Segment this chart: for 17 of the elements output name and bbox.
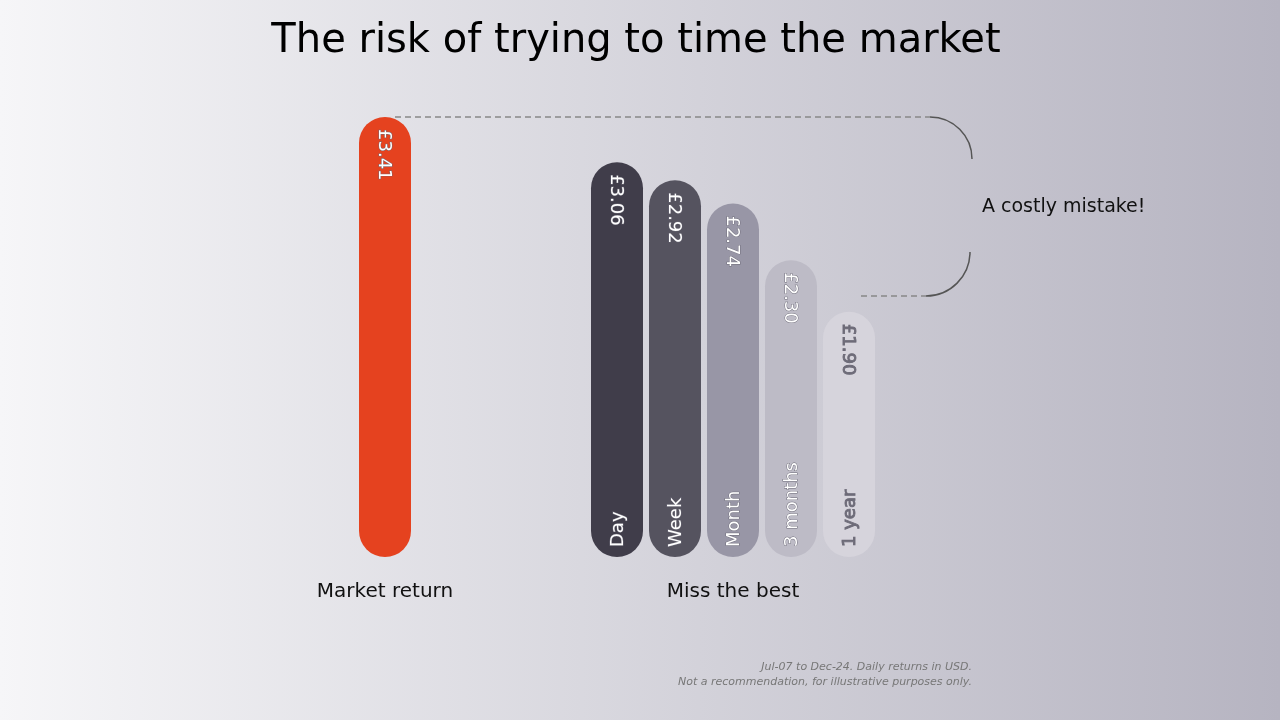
data-label: £3.41: [374, 129, 396, 181]
text: A costly mistake!: [982, 194, 1146, 216]
data-label: £3.06: [606, 174, 628, 226]
x-tick-label: Week: [664, 497, 686, 547]
x-tick-label: 3 months: [780, 462, 802, 547]
data-label: £2.92: [664, 192, 686, 244]
x-tick-label: 1 year: [838, 489, 860, 547]
data-label: £1.90: [838, 323, 860, 376]
text: Miss the best: [666, 578, 800, 602]
x-tick-label: Market return: [316, 578, 454, 602]
x-tick-label: Day: [606, 511, 628, 547]
data-label: £2.74: [722, 215, 744, 267]
data-label: £2.30: [780, 272, 802, 324]
text: Not a recommendation, for illustrative purposes only.: [677, 675, 972, 688]
text: Jul-07 to Dec-24. Daily returns in USD.: [759, 660, 972, 673]
x-tick-label: Month: [722, 490, 744, 547]
chart-title: The risk of trying to time the market: [270, 15, 1001, 61]
